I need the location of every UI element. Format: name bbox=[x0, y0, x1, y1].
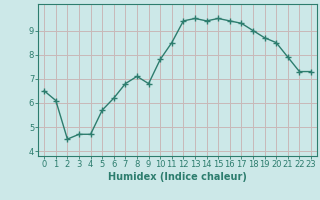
X-axis label: Humidex (Indice chaleur): Humidex (Indice chaleur) bbox=[108, 172, 247, 182]
